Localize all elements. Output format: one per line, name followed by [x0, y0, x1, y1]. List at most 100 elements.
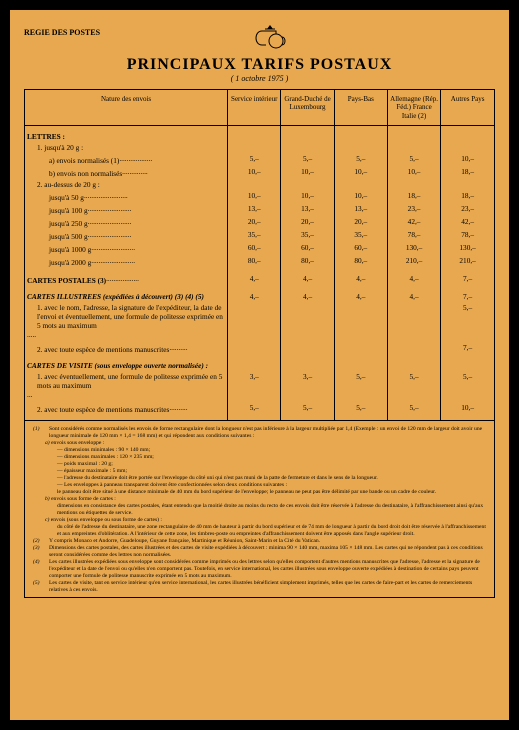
row-label: jusqu'à 50 g	[27, 193, 84, 202]
table-row: jusqu'à 1000 g ........................6…	[25, 242, 494, 255]
lettres-label: LETTRES :	[25, 131, 228, 142]
postal-emblem-icon	[242, 22, 298, 52]
row-label: 2. avec toute espèce de mentions manuscr…	[27, 345, 169, 354]
table-row: a) envois normalisés (1) ...............…	[25, 153, 494, 166]
cell: 60,–	[334, 242, 387, 255]
cell: 5,–	[281, 153, 334, 166]
cartes-illustrees-label: CARTES ILLUSTREES (expédiées à découvert…	[27, 292, 204, 301]
table-row: 1. jusqu'à 20 g :	[25, 142, 494, 153]
cell: 18,–	[387, 190, 440, 203]
cell: 35,–	[281, 229, 334, 242]
tariff-frame: Nature des envois Service intérieur Gran…	[24, 89, 495, 598]
cell: 5,–	[387, 402, 440, 415]
cell: 10,–	[281, 166, 334, 179]
cell: 4,–	[228, 273, 281, 286]
table-row: CARTES DE VISITE (sous enveloppe ouverte…	[25, 360, 494, 371]
table-row: jusqu'à 250 g ........................20…	[25, 216, 494, 229]
col-nature: Nature des envois	[25, 90, 228, 126]
row-label: 1. avec éventuellement, une formule de p…	[27, 372, 225, 390]
table-row: jusqu'à 500 g ........................35…	[25, 229, 494, 242]
cell: 80,–	[228, 255, 281, 268]
col-luxembourg: Grand-Duché de Luxembourg	[281, 90, 334, 126]
table-row: 1. avec éventuellement, une formule de p…	[25, 371, 494, 402]
cell: 10,–	[334, 190, 387, 203]
note-text: Y compris Monaco et Andorre, Guadeloupe,…	[49, 538, 486, 545]
cell: 13,–	[334, 203, 387, 216]
note-text: Les cartes de visite, tant en service in…	[49, 580, 486, 594]
row-label: 2. au-dessus de 20 g :	[27, 180, 100, 189]
cell: 78,–	[387, 229, 440, 242]
cartes-visite-label: CARTES DE VISITE (sous enveloppe ouverte…	[27, 361, 208, 370]
section-lettres: LETTRES :	[25, 131, 494, 142]
document-subtitle: ( 1 octobre 1975 )	[24, 74, 495, 83]
cell: 4,–	[387, 273, 440, 286]
note-sub: le panneau doit être situé à une distanc…	[33, 489, 486, 496]
cell: 10,–	[228, 166, 281, 179]
table-row: CARTES POSTALES (3) ..................4,…	[25, 273, 494, 286]
cell: 130,–	[441, 242, 494, 255]
cell: 5,–	[334, 153, 387, 166]
cell: 5,–	[334, 402, 387, 415]
row-label: 2. avec toute espèce de mentions manuscr…	[27, 405, 169, 414]
note-sub: — l'adresse du destinataire doit être po…	[33, 475, 486, 482]
cell: 10,–	[281, 190, 334, 203]
row-label: jusqu'à 1000 g	[27, 245, 91, 254]
cell: 13,–	[228, 203, 281, 216]
cell: 35,–	[334, 229, 387, 242]
table-row: jusqu'à 2000 g ........................8…	[25, 255, 494, 268]
cell: 3,–	[228, 371, 281, 402]
cell: 210,–	[441, 255, 494, 268]
header: REGIE DES POSTES	[24, 28, 495, 52]
note-sub: dimensions en consistance des cartes pos…	[33, 503, 486, 517]
cell: 5,–	[387, 371, 440, 402]
table-row: 1. avec le nom, l'adresse, la signature …	[25, 302, 494, 342]
row-label: jusqu'à 2000 g	[27, 258, 91, 267]
cartes-postales-label: CARTES POSTALES (3)	[27, 276, 106, 285]
row-label: jusqu'à 500 g	[27, 232, 88, 241]
cell: 35,–	[228, 229, 281, 242]
tariff-table: Nature des envois Service intérieur Gran…	[25, 90, 494, 597]
note-sub: — dimensions minimales : 90 × 140 mm;	[33, 447, 486, 454]
row-label: a) envois normalisés (1)	[27, 156, 119, 165]
cell: 4,–	[228, 291, 281, 302]
cell: 7,–	[441, 342, 494, 355]
cell: 42,–	[441, 216, 494, 229]
cell: 10,–	[441, 402, 494, 415]
cell: 80,–	[281, 255, 334, 268]
regie-label: REGIE DES POSTES	[24, 28, 100, 37]
cell: 3,–	[281, 371, 334, 402]
cell: 18,–	[441, 190, 494, 203]
cell: 4,–	[387, 291, 440, 302]
cell: 60,–	[228, 242, 281, 255]
table-header-row: Nature des envois Service intérieur Gran…	[25, 90, 494, 126]
cell: 20,–	[228, 216, 281, 229]
cell: 42,–	[387, 216, 440, 229]
note-sub: du côté de l'adresse du destinataire, un…	[33, 524, 486, 538]
row-label: jusqu'à 100 g	[27, 206, 88, 215]
document-page: REGIE DES POSTES PRINCIPAUX TARIFS POSTA…	[10, 10, 509, 720]
cell: 7,–	[441, 291, 494, 302]
table-row: jusqu'à 50 g ........................10,…	[25, 190, 494, 203]
cell: 78,–	[441, 229, 494, 242]
cell: 80,–	[334, 255, 387, 268]
cell: 5,–	[281, 402, 334, 415]
row-label: 1. jusqu'à 20 g :	[27, 143, 83, 152]
note-sub: — épaisseur maximale : 5 mm;	[33, 468, 486, 475]
cell: 18,–	[441, 166, 494, 179]
cell: 20,–	[281, 216, 334, 229]
cell: 5,–	[441, 302, 494, 342]
cell: 10,–	[441, 153, 494, 166]
note-sub: envois sous forme de cartes :	[51, 496, 116, 502]
row-label: jusqu'à 250 g	[27, 219, 88, 228]
cell: 5,–	[228, 153, 281, 166]
note-sub: — Les enveloppes à panneau transparent d…	[33, 482, 486, 489]
col-paysbas: Pays-Bas	[334, 90, 387, 126]
cell: 5,–	[387, 153, 440, 166]
table-row: 2. avec toute espèce de mentions manuscr…	[25, 342, 494, 355]
cell: 130,–	[387, 242, 440, 255]
cell: 60,–	[281, 242, 334, 255]
cell: 5,–	[228, 402, 281, 415]
col-allemagne: Allemagne (Rép. Féd.) France Italie (2)	[387, 90, 440, 126]
note-text: Les cartes illustrées expédiées sous env…	[49, 559, 486, 580]
table-row: 2. au-dessus de 20 g :	[25, 179, 494, 190]
